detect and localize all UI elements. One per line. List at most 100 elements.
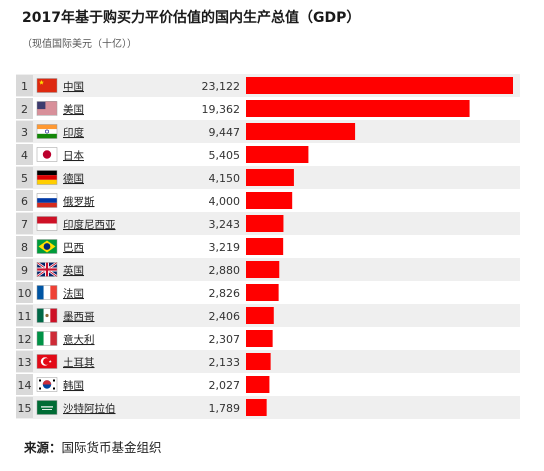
bar (246, 169, 294, 186)
bar (246, 192, 293, 209)
bar (246, 261, 280, 278)
brazil-flag-icon (36, 239, 58, 254)
rank-label: 5 (21, 172, 28, 185)
chart-row: 13 土耳其 2,133 (16, 350, 520, 373)
country-label: 美国 (63, 103, 84, 116)
south-korea-flag-icon (36, 377, 58, 392)
country-label: 中国 (63, 80, 84, 93)
bar (246, 215, 284, 232)
rank-cell (16, 259, 33, 280)
value-label: 9,447 (209, 126, 241, 139)
rank-cell (16, 190, 33, 211)
bar (246, 330, 273, 347)
source-note: 来源：国际货币基金组织 (24, 437, 162, 456)
chart-row: 7 印度尼西亚 3,243 (16, 212, 520, 235)
value-label: 4,000 (209, 195, 241, 208)
country-label: 英国 (63, 264, 84, 277)
rank-label: 4 (21, 149, 28, 162)
rank-cell (16, 98, 33, 119)
rank-label: 7 (21, 218, 28, 231)
chart-row: 9 英国 2,880 (16, 258, 520, 281)
rank-label: 6 (21, 195, 28, 208)
indonesia-flag-icon (36, 216, 58, 231)
usa-flag-icon (36, 101, 58, 116)
rank-label: 8 (21, 241, 28, 254)
chart-row: 1 中国 23,122 (16, 74, 520, 97)
rank-cell (16, 167, 33, 188)
value-label: 2,406 (209, 310, 241, 323)
country-label: 印度 (63, 126, 84, 139)
country-label: 德国 (63, 172, 84, 185)
rank-cell (16, 397, 33, 418)
rank-label: 12 (18, 333, 32, 346)
france-flag-icon (36, 285, 58, 300)
saudi-arabia-flag-icon (36, 400, 58, 415)
country-label: 意大利 (63, 333, 95, 346)
country-label: 墨西哥 (63, 311, 95, 323)
bar (246, 376, 270, 393)
rank-label: 9 (21, 264, 28, 277)
value-label: 4,150 (209, 172, 241, 185)
value-label: 19,362 (202, 103, 241, 116)
value-label: 3,219 (209, 241, 241, 254)
country-label: 俄罗斯 (63, 195, 95, 208)
bar (246, 77, 513, 94)
chart-row: 2 美国 19,362 (16, 97, 520, 120)
bar (246, 100, 470, 117)
chart-subtitle: （现值国际美元（十亿）） (22, 39, 137, 50)
rank-cell (16, 236, 33, 257)
country-label: 沙特阿拉伯 (63, 402, 116, 415)
rank-label: 2 (21, 103, 28, 116)
chart-rows: 1 中国 23,122 2 美国 19,362 3 印度 9,447 4 日本 5,405 5 德国 4,1… (16, 74, 520, 419)
chart-row: 10 法国 2,826 (16, 281, 520, 304)
bar (246, 307, 274, 324)
rank-cell (16, 374, 33, 395)
chart-row: 12 意大利 2,307 (16, 327, 520, 350)
chart-row: 5 德国 4,150 (16, 166, 520, 189)
rank-label: 15 (18, 402, 32, 415)
value-label: 2,826 (209, 287, 241, 300)
chart-row: 4 日本 5,405 (16, 143, 520, 166)
bar (246, 238, 284, 255)
country-label: 巴西 (63, 242, 84, 254)
country-label: 法国 (63, 287, 84, 300)
germany-flag-icon (36, 170, 58, 185)
rank-label: 11 (18, 310, 32, 323)
chart-title: 2017年基于购买力平价估值的国内生产总值（GDP） (22, 10, 361, 26)
value-label: 2,027 (209, 379, 241, 392)
chart-row: 6 俄罗斯 4,000 (16, 189, 520, 212)
japan-flag-icon (36, 147, 58, 162)
bar (246, 123, 356, 140)
italy-flag-icon (36, 331, 58, 346)
rank-cell (16, 328, 33, 349)
bar (246, 399, 267, 416)
source-label: 来源： (24, 440, 62, 455)
chart-row: 14 韩国 2,027 (16, 373, 520, 396)
rank-label: 10 (18, 287, 32, 300)
rank-cell (16, 75, 33, 96)
chart-row: 15 沙特阿拉伯 1,789 (16, 396, 520, 419)
russia-flag-icon (36, 193, 58, 208)
source-text: 国际货币基金组织 (61, 440, 162, 455)
uk-flag-icon (36, 261, 58, 278)
country-label: 土耳其 (63, 356, 95, 369)
rank-label: 3 (21, 126, 28, 139)
gdp-bar-chart: 1 中国 23,122 2 美国 19,362 3 印度 9,447 4 日本 5,405 5 德国 4,1… (16, 74, 520, 419)
country-label: 印度尼西亚 (63, 218, 116, 231)
country-label: 韩国 (63, 379, 84, 392)
value-label: 3,243 (209, 218, 241, 231)
value-label: 2,880 (209, 264, 241, 277)
turkey-flag-icon (36, 354, 58, 369)
rank-cell (16, 144, 33, 165)
value-label: 2,307 (209, 333, 241, 346)
chart-row: 11 墨西哥 2,406 (16, 304, 520, 327)
bar (246, 353, 271, 370)
value-label: 5,405 (209, 149, 241, 162)
rank-cell (16, 121, 33, 142)
bar (246, 146, 309, 163)
rank-label: 13 (18, 356, 32, 369)
row-background (16, 396, 520, 419)
rank-label: 1 (21, 80, 28, 93)
chart-row: 8 巴西 3,219 (16, 235, 520, 258)
chart-row: 3 印度 9,447 (16, 120, 520, 143)
